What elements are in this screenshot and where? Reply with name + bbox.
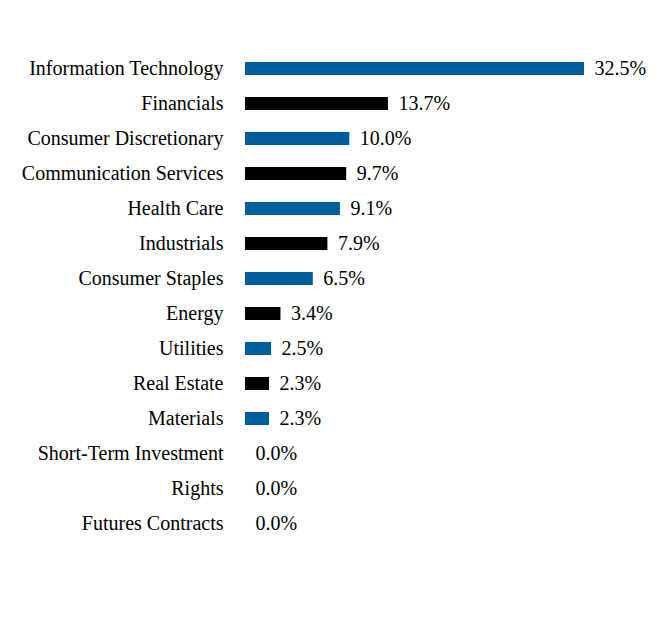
svg-text:Futures Contracts: Futures Contracts	[82, 512, 224, 534]
svg-text:0.0%: 0.0%	[256, 512, 298, 534]
svg-text:Consumer Staples: Consumer Staples	[79, 267, 224, 290]
svg-text:32.5%: 32.5%	[595, 57, 647, 79]
svg-text:Industrials: Industrials	[139, 232, 224, 254]
svg-text:9.1%: 9.1%	[350, 197, 392, 219]
svg-text:Rights: Rights	[171, 477, 223, 500]
svg-text:3.4%: 3.4%	[291, 302, 333, 324]
svg-text:Information Technology: Information Technology	[29, 57, 223, 80]
svg-text:13.7%: 13.7%	[398, 92, 450, 114]
svg-text:6.5%: 6.5%	[323, 267, 365, 289]
svg-text:2.3%: 2.3%	[279, 372, 321, 394]
svg-text:Energy: Energy	[166, 302, 223, 325]
svg-text:2.3%: 2.3%	[279, 407, 321, 429]
svg-text:10.0%: 10.0%	[360, 127, 412, 149]
svg-text:7.9%: 7.9%	[338, 232, 380, 254]
svg-text:0.0%: 0.0%	[256, 477, 298, 499]
svg-text:Financials: Financials	[141, 92, 223, 114]
svg-text:Short-Term Investment: Short-Term Investment	[38, 442, 224, 464]
svg-text:Utilities: Utilities	[159, 337, 224, 359]
svg-text:Real Estate: Real Estate	[133, 372, 224, 394]
svg-text:Communication Services: Communication Services	[22, 162, 224, 184]
svg-text:Health Care: Health Care	[127, 197, 223, 219]
svg-text:Consumer Discretionary: Consumer Discretionary	[27, 127, 223, 150]
svg-text:9.7%: 9.7%	[357, 162, 399, 184]
svg-text:0.0%: 0.0%	[256, 442, 298, 464]
svg-text:Materials: Materials	[148, 407, 224, 429]
svg-text:2.5%: 2.5%	[282, 337, 324, 359]
